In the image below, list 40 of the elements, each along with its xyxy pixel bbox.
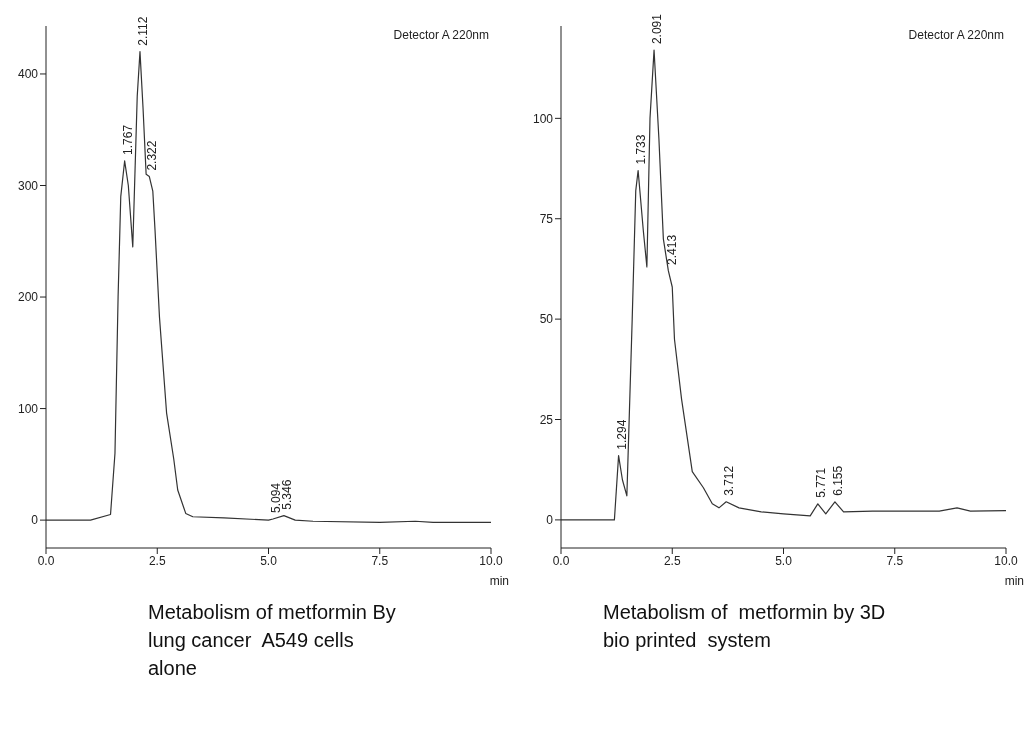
- annotation: 2.091: [650, 13, 665, 45]
- annotation: 1.733: [634, 134, 649, 165]
- y-tick-label: 400: [17, 67, 39, 82]
- annotation: 3.712: [722, 465, 737, 496]
- line-series: [561, 49, 1006, 521]
- y-tick-label: 25: [539, 412, 554, 427]
- x-axis-title: min: [489, 574, 509, 588]
- y-tick-label: 100: [532, 111, 554, 126]
- x-tick-label: 2.5: [663, 553, 681, 568]
- line-series: [46, 51, 491, 523]
- annotation: 5.771: [813, 467, 828, 498]
- x-tick-label: 0.0: [37, 553, 55, 568]
- y-tick-label: 50: [539, 312, 554, 327]
- annotation: 2.413: [664, 234, 679, 265]
- x-tick-label: 5.0: [260, 553, 278, 568]
- annotation: 1.767: [120, 124, 135, 155]
- annotation: 5.094: [268, 482, 283, 513]
- annotation: 1.294: [614, 419, 629, 450]
- annotation: Detector A 220nm: [393, 28, 489, 42]
- x-axis-title: min: [1004, 574, 1024, 588]
- text: Metabolism of metformin By lung cancer A549 cells alone: [148, 600, 397, 681]
- annotation: 6.155: [831, 465, 846, 496]
- annotation: 2.112: [136, 16, 151, 46]
- x-tick-label: 7.5: [886, 553, 904, 568]
- y-tick-label: 0: [546, 513, 554, 528]
- x-tick-label: 10.0: [479, 553, 503, 568]
- text: Metabolism of metformin by 3D bio printed system: [603, 600, 887, 653]
- x-tick-label: 2.5: [148, 553, 166, 568]
- y-tick-label: 300: [17, 178, 39, 193]
- x-tick-label: 5.0: [775, 553, 793, 568]
- x-tick-label: 7.5: [371, 553, 389, 568]
- x-tick-label: 10.0: [994, 553, 1018, 568]
- x-tick-label: 0.0: [552, 553, 570, 568]
- y-tick-label: 100: [17, 401, 39, 416]
- annotation: Detector A 220nm: [908, 28, 1004, 42]
- y-tick-label: 0: [31, 513, 39, 528]
- y-tick-label: 200: [17, 290, 39, 305]
- annotation: 5.346: [280, 479, 295, 510]
- y-tick-label: 75: [539, 212, 554, 226]
- annotation: 2.322: [145, 140, 160, 171]
